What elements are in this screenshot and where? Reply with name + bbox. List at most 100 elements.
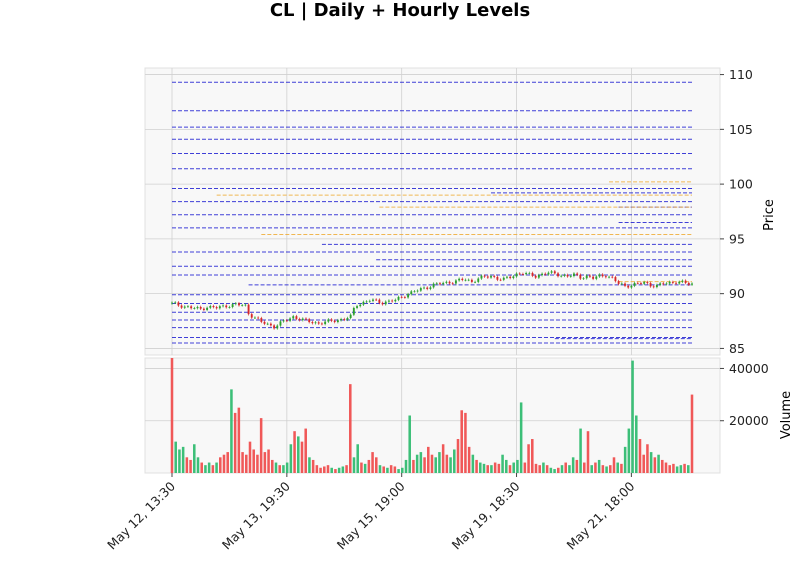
volume-bar	[508, 465, 512, 473]
candle-body	[225, 305, 228, 308]
candle-body	[521, 273, 524, 275]
candle-body	[675, 282, 678, 284]
candle-body	[537, 275, 540, 278]
volume-bar	[542, 462, 545, 473]
candle-body	[429, 287, 432, 289]
candle-body	[506, 276, 508, 278]
candle-body	[451, 283, 454, 285]
price-tick-label: 95	[729, 231, 745, 246]
volume-bar	[456, 439, 460, 473]
volume-bar	[337, 467, 341, 473]
volume-bar	[649, 452, 653, 473]
candle-body	[199, 306, 202, 309]
candle-body	[407, 294, 410, 298]
candle-body	[576, 273, 579, 275]
price-panel-background	[144, 67, 721, 356]
candle-body	[550, 271, 553, 273]
volume-bar	[497, 463, 501, 473]
volume-bar	[323, 466, 326, 473]
volume-bar	[683, 463, 686, 473]
candle-body	[563, 274, 566, 276]
candle-body	[238, 303, 240, 306]
volume-bar	[304, 428, 307, 473]
candle-body	[317, 322, 320, 324]
candle-body	[215, 307, 218, 309]
volume-bar	[211, 465, 215, 473]
candle-body	[218, 306, 221, 309]
volume-bar	[278, 465, 281, 473]
candle-body	[289, 318, 291, 321]
volume-bar	[378, 465, 382, 473]
volume-bar	[479, 462, 482, 473]
candle-body	[260, 318, 263, 322]
volume-bar	[259, 418, 263, 473]
volume-bar	[460, 410, 463, 473]
candle-body	[301, 318, 304, 321]
candle-body	[413, 291, 416, 293]
volume-bar	[519, 402, 523, 473]
candle-body	[553, 271, 556, 274]
candle-body	[193, 308, 196, 309]
candle-body	[474, 281, 477, 283]
volume-bar	[219, 457, 222, 473]
candle-body	[454, 280, 457, 284]
price-tick-label: 105	[729, 122, 753, 137]
candle-body	[340, 319, 343, 321]
volume-bar	[538, 465, 541, 473]
candle-body	[579, 274, 582, 279]
volume-bar	[170, 358, 174, 473]
candle-body	[180, 305, 183, 308]
volume-bar	[371, 452, 374, 473]
candle-body	[659, 283, 662, 285]
candle-body	[423, 287, 425, 289]
volume-bar	[415, 454, 419, 473]
candle-body	[250, 314, 253, 318]
volume-bar	[252, 449, 255, 473]
volume-bar	[189, 459, 192, 473]
candle-body	[601, 274, 604, 277]
volume-bar	[609, 465, 612, 473]
candle-body	[228, 307, 231, 308]
volume-bar	[230, 389, 233, 473]
volume-bar	[523, 462, 527, 473]
volume-bar	[386, 467, 389, 473]
candle-body	[372, 299, 374, 301]
candle-body	[464, 279, 467, 281]
candle-body	[365, 301, 368, 303]
candle-body	[640, 283, 642, 284]
candle-body	[231, 304, 234, 308]
candle-body	[381, 302, 384, 305]
candle-body	[343, 319, 346, 320]
volume-bar	[256, 454, 259, 473]
volume-bar	[222, 454, 226, 473]
candle-body	[439, 283, 441, 285]
candle-body	[461, 278, 464, 281]
volume-bar	[612, 457, 616, 473]
volume-bar	[571, 457, 575, 473]
candle-body	[426, 287, 429, 289]
candle-body	[442, 282, 445, 285]
volume-bar	[575, 459, 579, 473]
candle-body	[528, 272, 531, 274]
volume-bar	[668, 465, 671, 473]
candle-body	[467, 279, 470, 281]
candle-body	[486, 276, 489, 278]
x-axis: May 12, 13:30 May 13, 19:30 May 15, 19:00 M…	[104, 473, 638, 553]
candle-body	[356, 306, 358, 308]
volume-bar	[293, 431, 296, 473]
candle-body	[592, 276, 595, 279]
candle-body	[620, 283, 623, 285]
price-tick-label: 85	[729, 341, 745, 356]
candle-body	[691, 283, 693, 285]
candle-body	[311, 322, 314, 324]
candle-body	[470, 279, 473, 282]
volume-bar	[664, 462, 668, 473]
volume-bar	[419, 452, 423, 473]
candle-body	[295, 316, 298, 319]
candle-body	[608, 276, 611, 278]
candle-body	[305, 318, 307, 320]
volume-bar	[423, 457, 426, 473]
candle-body	[636, 282, 639, 284]
volume-bar	[623, 446, 627, 473]
candle-body	[177, 302, 180, 306]
